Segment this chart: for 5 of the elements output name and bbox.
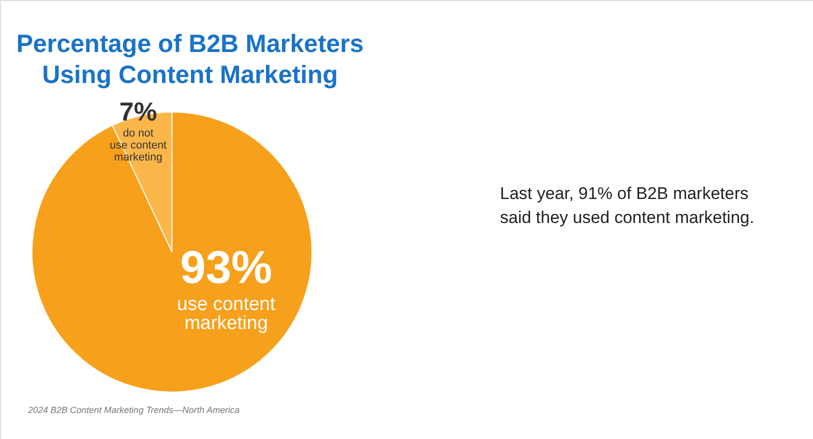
text: Last year, 91% of B2B marketers said they used content marketing.: [500, 184, 754, 227]
data-label: 93%: [180, 240, 272, 293]
chart-title: Percentage of B2B Marketers Using Content Marketing: [16, 30, 364, 89]
text: 2024 B2B Content Marketing Trends—North America: [27, 405, 240, 415]
slice-label: use content marketing: [177, 294, 276, 334]
